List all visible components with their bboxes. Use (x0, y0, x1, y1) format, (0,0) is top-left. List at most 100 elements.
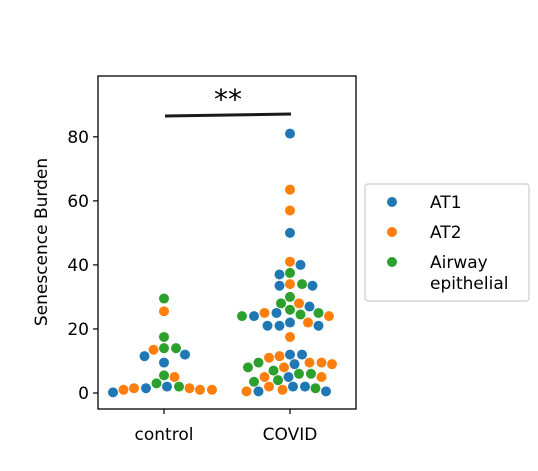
data-point-at1 (283, 371, 294, 382)
data-point-at2 (169, 371, 180, 382)
data-point-airway-epithelial (159, 293, 169, 304)
legend-items: AT1 AT2 Airway epithelial (387, 193, 508, 294)
plot-area (97, 75, 357, 410)
data-point-at2 (259, 307, 270, 318)
y-tick-label: 20 (67, 320, 89, 340)
legend-box (364, 183, 530, 302)
data-point-airway-epithelial (253, 357, 264, 368)
y-axis-ticks: 0 20 40 60 80 (67, 128, 98, 404)
data-point-airway-epithelial (276, 298, 286, 309)
data-point-airway-epithelial (285, 291, 295, 302)
data-point-at1 (274, 320, 285, 331)
data-point-at2 (274, 351, 285, 362)
data-point-at2 (195, 384, 205, 395)
data-point-at2 (264, 352, 274, 363)
data-point-at1 (253, 386, 264, 397)
x-tick-label: COVID (263, 425, 318, 445)
data-point-at1 (108, 387, 118, 398)
data-point-at1 (288, 381, 298, 392)
data-points (108, 128, 337, 398)
data-point-at1 (159, 357, 169, 368)
data-point-at1 (295, 259, 306, 270)
data-point-at1 (274, 269, 285, 280)
data-point-at1 (321, 386, 331, 397)
data-point-at1 (313, 320, 324, 331)
legend-label: AT2 (430, 223, 462, 243)
data-point-at2 (327, 359, 337, 370)
data-point-at1 (297, 349, 307, 360)
data-point-airway-epithelial (151, 378, 162, 389)
data-point-airway-epithelial (273, 375, 283, 386)
data-point-airway-epithelial (159, 331, 169, 342)
data-point-at2 (279, 362, 289, 373)
data-point-airway-epithelial (285, 304, 295, 315)
data-point-at2 (241, 386, 252, 397)
data-point-airway-epithelial (294, 368, 304, 379)
data-point-at1 (285, 227, 295, 238)
data-point-at1 (180, 349, 190, 360)
x-axis-ticks: control COVID (135, 409, 318, 445)
data-point-airway-epithelial (249, 376, 259, 387)
significance-label: ** (214, 83, 242, 116)
data-point-airway-epithelial (243, 362, 253, 373)
data-point-airway-epithelial (159, 370, 169, 381)
y-tick-label: 40 (67, 256, 89, 276)
data-point-airway-epithelial (306, 368, 316, 379)
data-point-airway-epithelial (313, 307, 324, 318)
data-point-airway-epithelial (310, 383, 321, 394)
data-point-at2 (129, 383, 139, 394)
data-point-at2 (303, 317, 313, 328)
data-point-airway-epithelial (268, 365, 279, 376)
legend-label: AT1 (430, 193, 462, 213)
data-point-at2 (285, 279, 295, 290)
y-tick-label: 80 (67, 128, 89, 148)
data-point-at1 (285, 128, 295, 139)
data-point-at2 (304, 357, 315, 368)
data-point-at2 (118, 384, 129, 395)
data-point-at1 (285, 349, 295, 360)
data-point-at2 (148, 344, 159, 355)
data-point-at2 (316, 357, 327, 368)
data-point-at2 (264, 381, 274, 392)
legend-marker (387, 227, 397, 237)
data-point-airway-epithelial (237, 311, 247, 322)
data-point-at1 (249, 311, 259, 322)
data-point-at1 (274, 280, 285, 291)
data-point-at2 (259, 371, 270, 382)
data-point-at1 (300, 381, 310, 392)
data-point-at2 (159, 306, 169, 317)
data-point-at2 (324, 311, 334, 322)
data-point-airway-epithelial (295, 309, 306, 320)
data-point-at2 (207, 384, 217, 395)
data-point-at1 (289, 359, 300, 370)
data-point-at1 (285, 317, 295, 328)
data-point-at2 (277, 384, 288, 395)
y-tick-label: 60 (67, 192, 89, 212)
data-point-at2 (184, 383, 195, 394)
data-point-airway-epithelial (174, 381, 184, 392)
legend-label: Airway epithelial (430, 253, 508, 294)
data-point-airway-epithelial (285, 267, 295, 278)
data-point-at1 (139, 351, 150, 362)
data-point-at2 (285, 205, 295, 216)
data-point-at1 (262, 320, 273, 331)
data-point-airway-epithelial (297, 279, 307, 290)
data-point-at1 (162, 381, 172, 392)
legend-marker (387, 257, 397, 267)
data-point-at2 (285, 184, 295, 195)
legend: AT1 AT2 Airway epithelial (364, 183, 530, 302)
data-point-at1 (141, 383, 151, 394)
data-point-at1 (307, 280, 318, 291)
data-point-at2 (285, 256, 295, 267)
data-point-at1 (271, 307, 282, 318)
data-point-at2 (316, 371, 327, 382)
x-tick-label: control (135, 425, 194, 445)
y-axis-label: Senescence Burden (32, 158, 52, 326)
data-point-at2 (285, 331, 295, 342)
data-point-at2 (294, 298, 304, 309)
data-point-airway-epithelial (171, 343, 181, 354)
legend-marker (387, 197, 397, 207)
data-point-at1 (304, 301, 315, 312)
data-point-airway-epithelial (159, 343, 169, 354)
